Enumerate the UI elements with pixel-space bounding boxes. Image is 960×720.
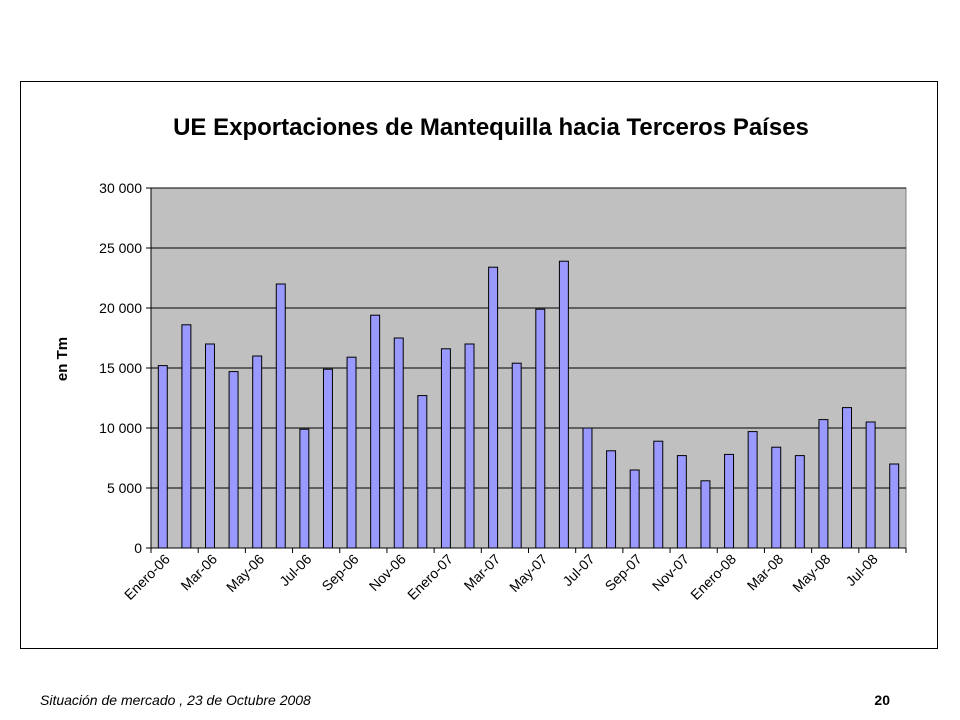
y-axis-title: en Tm — [54, 337, 71, 381]
bar-may-06 — [252, 355, 263, 549]
bar-sep-07 — [629, 469, 640, 549]
x-tick-label: Nov-07 — [649, 551, 692, 594]
bar-enero-07 — [440, 348, 451, 549]
bar-ago-06 — [322, 368, 333, 549]
bar-mar-07 — [488, 266, 499, 549]
bar-may-07 — [535, 308, 546, 549]
bar-dic-07 — [700, 480, 711, 549]
bar-abr-07 — [511, 362, 522, 549]
bar-dic-06 — [417, 395, 428, 549]
bar-jul-07 — [582, 427, 593, 549]
bar-mar-08 — [771, 446, 782, 549]
bars — [157, 260, 900, 549]
bar-abr-08 — [794, 455, 805, 549]
bar-sep-06 — [346, 356, 357, 549]
bar-oct-06 — [370, 314, 381, 549]
y-tick-label: 5 000 — [107, 480, 142, 496]
bar-oct-07 — [653, 440, 664, 549]
x-tick-label: May-08 — [789, 551, 833, 595]
bar-ago-07 — [606, 450, 617, 549]
x-tick-label: Jul-07 — [559, 551, 597, 589]
bar-may-08 — [818, 419, 829, 549]
bar-feb-06 — [181, 324, 192, 549]
x-tick-label: Mar-07 — [461, 551, 504, 594]
bar-feb-08 — [747, 431, 758, 549]
x-tick-label: Enero-07 — [404, 551, 456, 603]
x-tick-label: Mar-06 — [177, 551, 220, 594]
axes — [146, 187, 907, 553]
x-tick-label: Sep-07 — [602, 551, 645, 594]
y-tick-label: 0 — [134, 540, 142, 556]
bar-jun-07 — [558, 260, 569, 549]
y-tick-label: 10 000 — [99, 420, 142, 436]
y-tick-labels: 0 5 000 10 000 15 000 20 000 25 000 30 000 — [99, 180, 142, 556]
x-tick-label: Nov-06 — [366, 551, 409, 594]
y-tick-label: 30 000 — [99, 180, 142, 196]
bar-mar-06 — [205, 343, 215, 549]
bar-jun-08 — [842, 407, 852, 549]
bar-jun-06 — [275, 283, 286, 549]
bar-feb-07 — [464, 343, 475, 549]
x-tick-label: Mar-08 — [744, 551, 787, 594]
bar-abr-06 — [228, 371, 239, 549]
footer-caption: Situación de mercado , 23 de Octubre 200… — [40, 692, 311, 708]
bar-ago-08 — [889, 463, 900, 549]
y-tick-label: 20 000 — [99, 300, 142, 316]
bar-jul-08 — [865, 421, 876, 549]
x-tick-label: Enero-08 — [687, 551, 739, 603]
bar-jul-06 — [299, 428, 310, 549]
chart-frame: UE Exportaciones de Mantequilla hacia Te… — [20, 81, 938, 649]
x-tick-label: Sep-06 — [318, 551, 361, 594]
x-tick-label: Jul-08 — [842, 551, 880, 589]
y-tick-label: 25 000 — [99, 240, 142, 256]
x-tick-label: May-06 — [223, 551, 267, 595]
y-tick-label: 15 000 — [99, 360, 142, 376]
bar-enero-06 — [157, 365, 168, 549]
x-tick-labels: Enero-06 Mar-06 May-06 Jul-06 Sep-06 Nov-06En… — [121, 551, 881, 603]
x-tick-label: Enero-06 — [121, 551, 173, 603]
bar-nov-06 — [393, 337, 404, 549]
x-tick-label: Jul-06 — [276, 551, 314, 589]
x-tick-label: May-07 — [506, 551, 550, 595]
chart-title: UE Exportaciones de Mantequilla hacia Te… — [173, 114, 809, 141]
chart: UE Exportaciones de Mantequilla hacia Te… — [54, 114, 907, 603]
page-number: 20 — [874, 692, 890, 708]
bar-nov-07 — [676, 455, 687, 549]
bar-enero-08 — [724, 453, 735, 549]
